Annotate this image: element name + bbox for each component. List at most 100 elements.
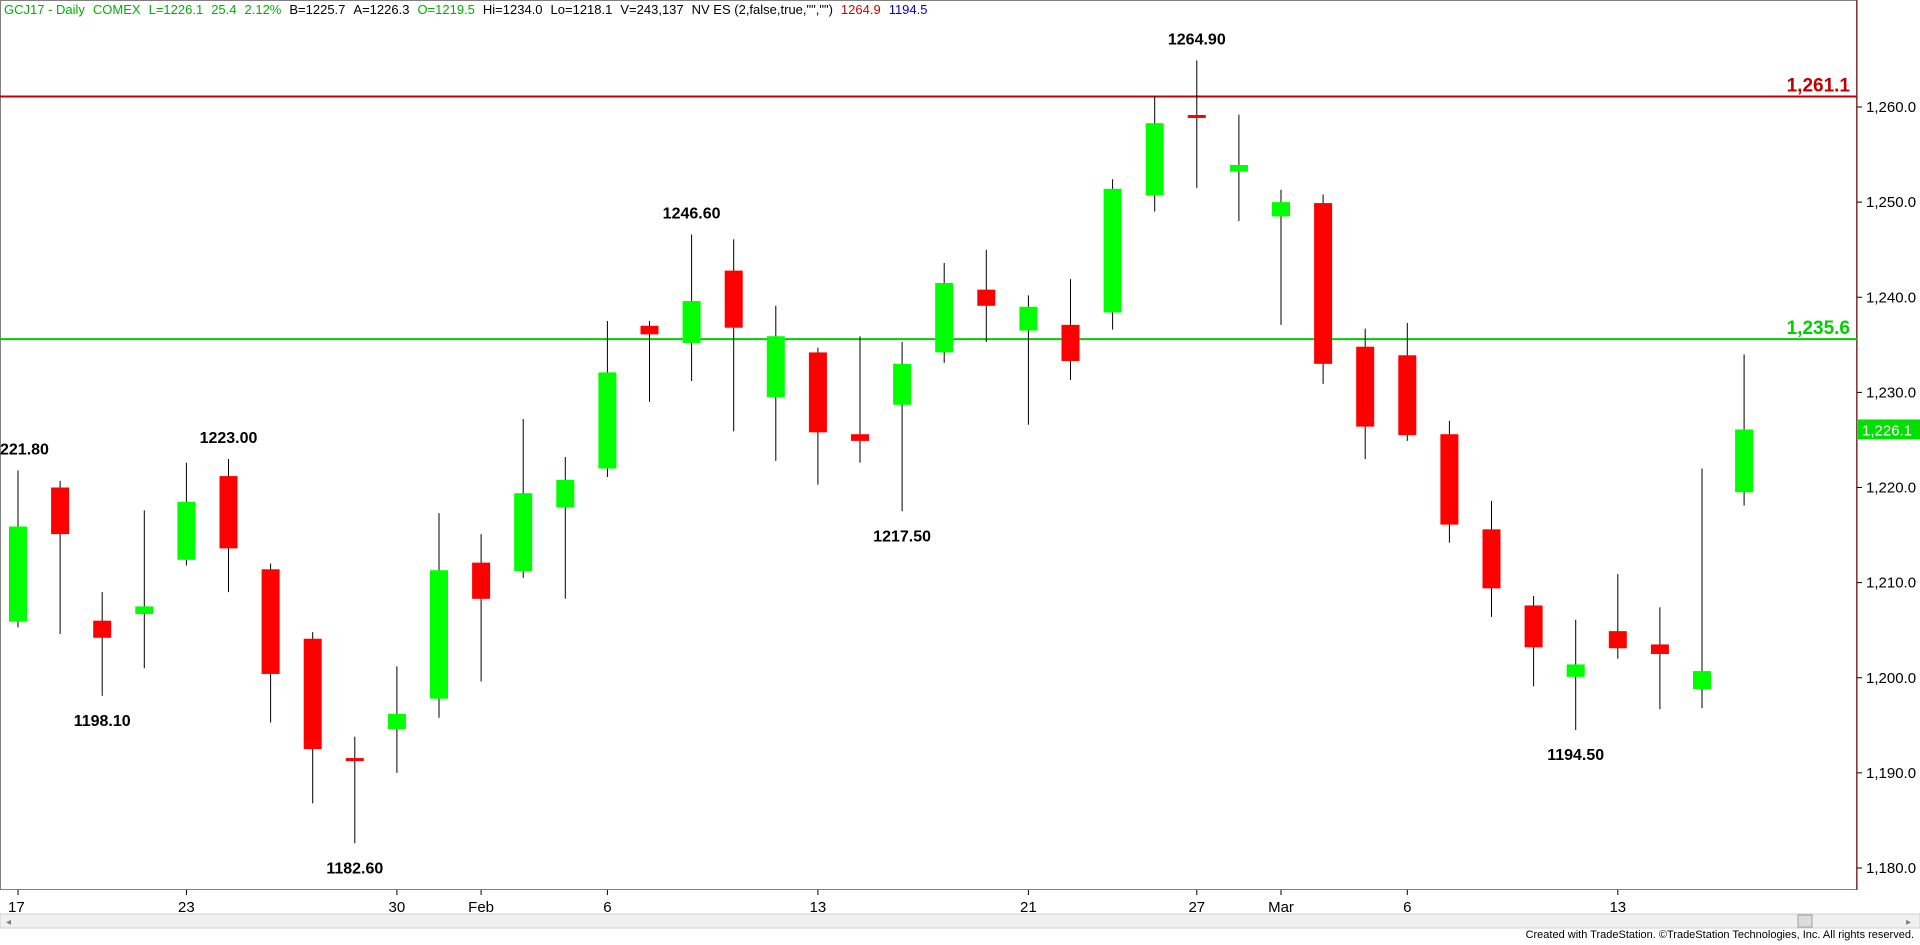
- candle-38: [1608, 574, 1627, 659]
- candle-34: [1440, 420, 1459, 543]
- chart-header: GCJ17 - Daily COMEX L=1226.1 25.4 2.12% …: [4, 2, 935, 20]
- candle-body-31: [1314, 203, 1333, 364]
- candle-body-12: [514, 493, 533, 572]
- x-tick-label-10: 13: [1609, 899, 1626, 916]
- scroll-left-arrow[interactable]: ◂: [6, 917, 11, 928]
- y-tick-label-2: 1,200.0: [1866, 670, 1916, 687]
- candle-body-16: [682, 301, 701, 343]
- candle-body-10: [430, 570, 448, 699]
- y-tick-label-5: 1,230.0: [1866, 384, 1916, 401]
- header-low: Lo=1218.1: [550, 2, 613, 17]
- candle-body-40: [1693, 671, 1711, 690]
- candle-body-29: [1229, 165, 1248, 172]
- candle-8: [345, 736, 364, 844]
- candle-body-11: [472, 562, 491, 599]
- header-bid: B=1225.7: [289, 2, 346, 17]
- candle-body-39: [1650, 644, 1669, 654]
- candle-body-30: [1272, 202, 1290, 217]
- candle-body-33: [1398, 355, 1417, 436]
- candle-5: [219, 458, 238, 593]
- horizontal-scrollbar[interactable]: ◂ ▸: [0, 913, 1920, 929]
- annotations: 221.80 1198.10 1223.00 1182.60 1246.60 1217.5…: [0, 31, 1604, 877]
- y-tick-label-4: 1,220.0: [1866, 480, 1916, 497]
- x-tick-label-8: Mar: [1268, 899, 1294, 916]
- candle-11: [472, 534, 491, 682]
- y-axis: 1,180.0 1,190.0 1,200.0 1,210.0 1,220.0 1,230…: [1857, 99, 1920, 877]
- candle-31: [1314, 194, 1333, 384]
- annotation-2: 1223.00: [200, 430, 258, 447]
- candle-body-5: [219, 476, 238, 549]
- header-exchange: COMEX: [92, 2, 141, 17]
- candle-20: [851, 336, 869, 463]
- candle-body-34: [1440, 434, 1459, 525]
- header-high: Hi=1234.0: [482, 2, 543, 17]
- candle-33: [1398, 322, 1417, 441]
- header-volume: V=243,137: [620, 2, 684, 17]
- candle-body-19: [808, 352, 827, 433]
- x-tick-label-2: 30: [389, 899, 406, 916]
- candle-39: [1650, 607, 1669, 710]
- x-tick-label-6: 21: [1020, 899, 1037, 916]
- candle-1: [51, 480, 70, 634]
- annotation-3: 1182.60: [326, 860, 383, 877]
- candle-41: [1735, 354, 1754, 506]
- candle-body-2: [93, 620, 112, 638]
- candle-36: [1524, 595, 1543, 687]
- header-study-low: 1194.5: [888, 2, 928, 17]
- hline-label-0: 1,261.1: [1787, 76, 1851, 97]
- header-symbol: GCJ17 - Daily: [4, 2, 85, 17]
- x-tick-label-7: 27: [1188, 899, 1205, 916]
- x-tick-label-1: 23: [178, 899, 195, 916]
- candle-body-13: [556, 479, 575, 508]
- y-tick-label-7: 1,250.0: [1866, 194, 1916, 211]
- candle-body-3: [135, 606, 154, 615]
- candle-body-9: [387, 713, 406, 730]
- candle-body-17: [724, 270, 743, 328]
- candle-40: [1693, 468, 1711, 709]
- candle-22: [935, 263, 954, 363]
- candle-body-24: [1019, 306, 1038, 331]
- annotation-5: 1217.50: [873, 528, 931, 545]
- annotation-7: 1194.50: [1547, 747, 1604, 764]
- candle-body-6: [261, 569, 280, 674]
- x-tick-label-4: 6: [603, 899, 611, 916]
- credit-text: Created with TradeStation. ©TradeStation…: [1525, 929, 1914, 941]
- candle-body-14: [598, 372, 617, 469]
- scrollbar-thumb[interactable]: [1797, 914, 1813, 928]
- candle-body-8: [345, 758, 364, 762]
- last-price-label: 1,226.1: [1862, 422, 1912, 439]
- candle-14: [598, 321, 617, 478]
- candle-23: [977, 249, 996, 342]
- candle-21: [893, 341, 912, 512]
- candle-body-22: [935, 282, 954, 353]
- candle-body-0: [9, 526, 27, 622]
- candle-16: [682, 234, 701, 381]
- candle-body-35: [1482, 529, 1501, 589]
- candle-24: [1019, 295, 1038, 425]
- candle-body-27: [1145, 123, 1164, 196]
- header-last: L=1226.1: [148, 2, 204, 17]
- header-open: O=1219.5: [417, 2, 475, 17]
- scroll-right-arrow[interactable]: ▸: [1906, 917, 1911, 928]
- candle-10: [430, 513, 448, 718]
- candle-6: [261, 563, 280, 723]
- candle-13: [556, 457, 575, 599]
- annotation-1: 1198.10: [74, 713, 131, 730]
- candle-body-21: [893, 363, 912, 405]
- candle-35: [1482, 500, 1501, 617]
- annotation-6: 1264.90: [1168, 31, 1226, 48]
- candle-body-26: [1103, 188, 1122, 313]
- candle-body-28: [1187, 115, 1206, 119]
- candle-body-41: [1735, 429, 1754, 493]
- candle-37: [1566, 619, 1585, 731]
- candle-4: [177, 462, 196, 566]
- x-tick-label-0: 17: [8, 899, 25, 916]
- candle-body-37: [1566, 664, 1585, 677]
- candle-3: [135, 510, 154, 669]
- candle-18: [766, 305, 785, 461]
- candle-body-1: [51, 487, 70, 535]
- last-price-box: [1858, 419, 1920, 440]
- candle-body-4: [177, 501, 196, 560]
- candle-7: [303, 632, 322, 804]
